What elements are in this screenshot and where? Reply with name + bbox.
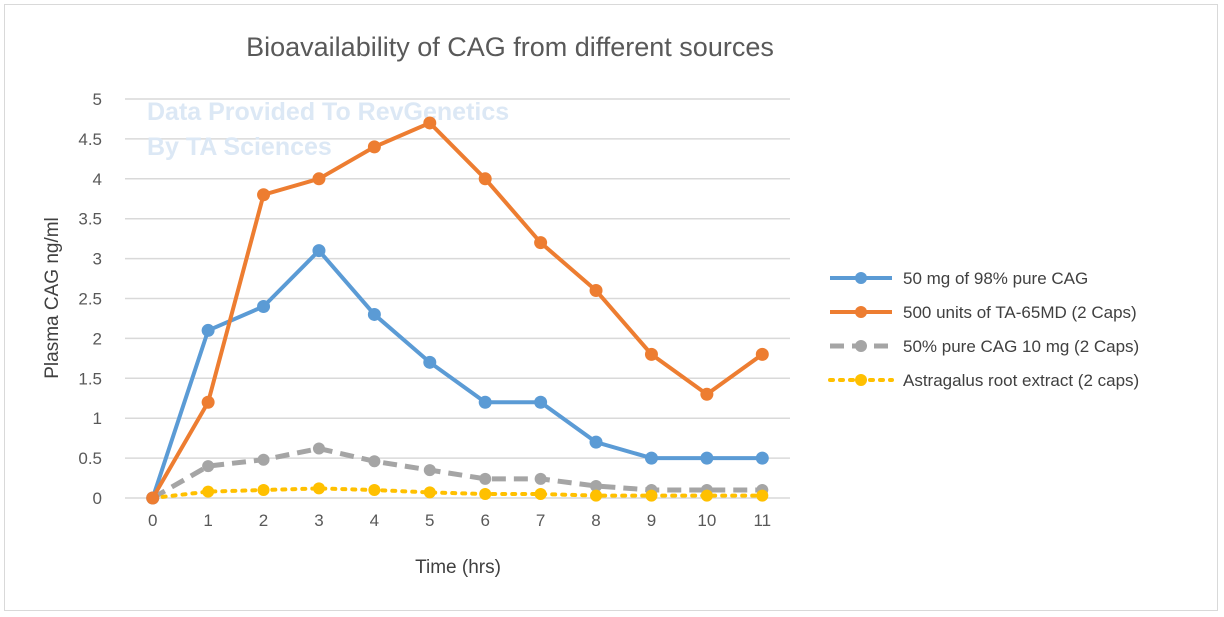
data-point bbox=[146, 491, 160, 505]
data-point bbox=[589, 284, 603, 298]
y-tick-label: 4.5 bbox=[78, 130, 102, 149]
data-point bbox=[312, 482, 325, 495]
legend-marker bbox=[855, 306, 867, 318]
legend-entry: 50% pure CAG 10 mg (2 Caps) bbox=[903, 337, 1139, 356]
data-point bbox=[312, 244, 326, 258]
x-tick-label: 3 bbox=[314, 511, 323, 530]
y-tick-label: 2 bbox=[93, 329, 102, 348]
data-point bbox=[590, 489, 603, 502]
y-tick-label: 5 bbox=[93, 90, 102, 109]
series-line bbox=[151, 445, 763, 501]
data-point bbox=[257, 299, 271, 313]
legend-entry: 500 units of TA-65MD (2 Caps) bbox=[903, 303, 1137, 322]
data-point bbox=[534, 395, 548, 409]
y-tick-label: 1.5 bbox=[78, 369, 102, 388]
legend-entry: 50 mg of 98% pure CAG bbox=[903, 269, 1088, 288]
data-point bbox=[479, 488, 492, 501]
data-point bbox=[202, 485, 215, 498]
data-point bbox=[201, 323, 215, 337]
data-point bbox=[367, 140, 381, 154]
y-tick-label: 3.5 bbox=[78, 210, 102, 229]
x-tick-label: 8 bbox=[591, 511, 600, 530]
series-line bbox=[150, 486, 765, 500]
chart-title: Bioavailability of CAG from different so… bbox=[246, 32, 774, 62]
legend-marker bbox=[855, 272, 867, 284]
y-tick-label: 4 bbox=[93, 170, 102, 189]
data-point bbox=[257, 188, 271, 202]
y-tick-label: 3 bbox=[93, 250, 102, 269]
data-point bbox=[423, 355, 437, 369]
x-axis-label: Time (hrs) bbox=[415, 557, 501, 578]
legend-entry: Astragalus root extract (2 caps) bbox=[903, 371, 1139, 390]
watermark-line-1: Data Provided To RevGenetics bbox=[147, 98, 509, 126]
data-point bbox=[257, 453, 270, 466]
y-tick-label: 2.5 bbox=[78, 290, 102, 309]
data-point bbox=[534, 472, 547, 485]
x-tick-label: 1 bbox=[203, 511, 212, 530]
x-tick-label: 0 bbox=[148, 511, 157, 530]
data-point bbox=[202, 460, 215, 473]
data-point bbox=[423, 116, 437, 130]
data-point bbox=[589, 435, 603, 449]
y-tick-label: 0 bbox=[93, 489, 102, 508]
x-tick-label: 6 bbox=[480, 511, 489, 530]
data-point bbox=[590, 480, 603, 493]
legend-marker bbox=[855, 374, 867, 386]
y-tick-label: 0.5 bbox=[78, 449, 102, 468]
data-point bbox=[756, 489, 769, 502]
data-point bbox=[645, 489, 658, 502]
y-tick-label: 1 bbox=[93, 409, 102, 428]
data-point bbox=[367, 307, 381, 321]
data-point bbox=[534, 488, 547, 501]
data-point bbox=[312, 442, 325, 455]
x-tick-label: 7 bbox=[536, 511, 545, 530]
watermark-line-2: By TA Sciences bbox=[147, 133, 332, 161]
data-point bbox=[368, 455, 381, 468]
x-tick-label: 4 bbox=[370, 511, 379, 530]
data-point bbox=[423, 486, 436, 499]
legend-marker bbox=[855, 340, 867, 352]
x-tick-label: 10 bbox=[697, 511, 716, 530]
data-point bbox=[644, 451, 658, 465]
data-point bbox=[368, 484, 381, 497]
series-line bbox=[150, 247, 763, 499]
data-point bbox=[257, 484, 270, 497]
data-point bbox=[700, 489, 713, 502]
data-point bbox=[478, 395, 492, 409]
data-point bbox=[700, 451, 714, 465]
data-point bbox=[312, 172, 326, 186]
data-point bbox=[423, 464, 436, 477]
x-tick-label: 9 bbox=[647, 511, 656, 530]
x-tick-label: 5 bbox=[425, 511, 434, 530]
data-point bbox=[700, 387, 714, 401]
y-axis-label: Plasma CAG ng/ml bbox=[42, 217, 63, 379]
data-point bbox=[478, 172, 492, 186]
data-point bbox=[479, 472, 492, 485]
data-point bbox=[644, 347, 658, 361]
data-point bbox=[755, 347, 769, 361]
series-line bbox=[150, 120, 764, 500]
x-tick-label: 2 bbox=[259, 511, 268, 530]
data-point bbox=[755, 451, 769, 465]
data-point bbox=[201, 395, 215, 409]
x-tick-label: 11 bbox=[753, 511, 771, 530]
data-point bbox=[534, 236, 548, 250]
